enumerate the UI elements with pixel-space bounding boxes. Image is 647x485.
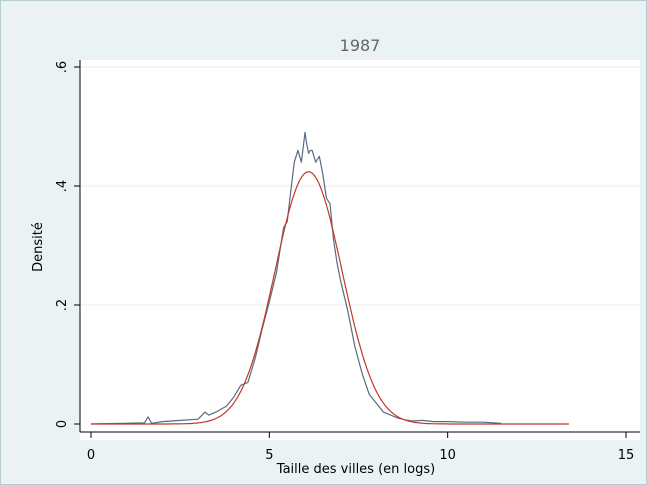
y-ticks: 0 .2 .4 .6 xyxy=(55,61,80,428)
series-empirical-density xyxy=(90,131,502,425)
y-tick-label-1: .2 xyxy=(55,299,70,311)
x-tick-label-1: 5 xyxy=(265,448,273,463)
x-tick-label-0: 0 xyxy=(87,448,95,463)
x-ticks: 0 5 10 15 xyxy=(87,432,634,463)
series-layer xyxy=(90,131,569,425)
plot-area xyxy=(80,60,640,440)
y-tick-label-2: .4 xyxy=(55,180,70,192)
x-tick-label-2: 10 xyxy=(439,448,456,463)
y-axis-label: Densité xyxy=(31,222,46,272)
y-tick-label-0: 0 xyxy=(55,420,70,428)
series-normal-density xyxy=(91,171,569,425)
title-band xyxy=(80,32,640,60)
chart-title: 1987 xyxy=(340,36,381,55)
x-axis-label: Taille des villes (en logs) xyxy=(276,462,435,477)
x-tick-label-3: 15 xyxy=(618,448,635,463)
y-tick-label-3: .6 xyxy=(55,61,70,73)
grid-lines xyxy=(80,66,640,306)
